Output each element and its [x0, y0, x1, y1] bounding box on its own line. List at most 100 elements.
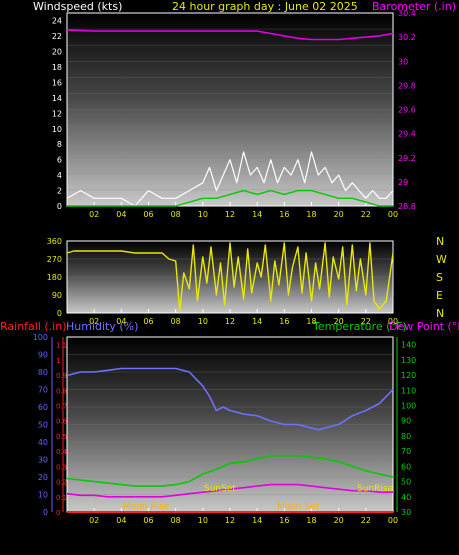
humidity-axis-label: Humidity (%) [66, 320, 138, 333]
moonrise-label: Moon Rise [123, 502, 170, 512]
x-tick-label: 06 [143, 210, 153, 219]
humidity-tick-label: 80 [38, 368, 48, 377]
wind-tick-label: 14 [52, 94, 62, 103]
compass-label: S [436, 271, 443, 284]
barometer-tick-label: 29.8 [398, 81, 416, 90]
temperature-tick-label: 90 [401, 417, 411, 426]
direction-tick-label: 270 [47, 255, 62, 264]
sunrise-label: SunRise [357, 484, 394, 494]
x-tick-label: 20 [334, 210, 344, 219]
chart-title: 24 hour graph day : June 02 2025 [172, 0, 358, 13]
wind-average-line [67, 189, 393, 207]
direction-tick-label: 180 [47, 273, 62, 282]
humidity-tick-label: 20 [38, 473, 48, 482]
x-tick-label: 02 [89, 516, 99, 525]
compass-label: W [436, 253, 447, 266]
humidity-line [66, 367, 394, 431]
x-tick-label: 02 [89, 317, 99, 326]
x-tick-label: 06 [143, 317, 153, 326]
x-tick-label: 02 [89, 210, 99, 219]
wind-gust-line [66, 151, 394, 207]
barometer-tick-label: 29.2 [398, 154, 416, 163]
compass-label: E [436, 289, 443, 302]
x-tick-label: 04 [116, 210, 126, 219]
wind-tick-label: 24 [52, 17, 62, 26]
temperature-tick-label: 60 [401, 462, 411, 471]
x-tick-label: 22 [361, 210, 371, 219]
x-tick-label: 04 [116, 516, 126, 525]
rain-tick-label: 0.2 [56, 479, 67, 487]
barometer-tick-label: 30.4 [398, 9, 416, 18]
x-tick-label: 16 [279, 317, 289, 326]
x-tick-label: 16 [279, 516, 289, 525]
rain-tick-label: 0.9 [56, 372, 67, 380]
direction-tick-label: 360 [47, 237, 62, 246]
barometer-tick-label: 29.4 [398, 130, 416, 139]
humidity-tick-label: 30 [38, 456, 48, 465]
barometer-tick-label: 30 [398, 57, 408, 66]
x-tick-label: 14 [252, 516, 262, 525]
dewpoint-axis-label: Dew Point (°F) [389, 320, 459, 333]
rain-tick-label: 0.6 [56, 418, 68, 426]
wind-tick-label: 12 [52, 109, 62, 118]
humidity-tick-label: 10 [38, 491, 48, 500]
sunset-label: SunSet [204, 484, 236, 494]
rain-tick-label: 0.5 [56, 433, 67, 441]
wind-tick-label: 10 [52, 125, 62, 134]
x-tick-label: 10 [198, 516, 208, 525]
rain-tick-label: 1 [56, 357, 60, 365]
direction-tick-label: 90 [52, 291, 62, 300]
rain-tick-label: 0.3 [56, 463, 67, 471]
x-tick-label: 06 [143, 516, 153, 525]
humidity-tick-label: 70 [38, 386, 48, 395]
x-tick-label: 22 [361, 317, 371, 326]
compass-label: N [436, 235, 444, 248]
x-tick-label: 04 [116, 317, 126, 326]
x-tick-label: 20 [334, 317, 344, 326]
humidity-tick-label: 40 [38, 438, 48, 447]
wind-tick-label: 16 [52, 78, 62, 87]
wind-tick-label: 6 [57, 156, 62, 165]
wind-tick-label: 22 [52, 32, 62, 41]
humidity-tick-label: 60 [38, 403, 48, 412]
x-tick-label: 10 [198, 317, 208, 326]
x-tick-label: 18 [306, 210, 316, 219]
humidity-tick-label: 90 [38, 351, 48, 360]
temperature-tick-label: 50 [401, 478, 411, 487]
wind-tick-label: 4 [57, 171, 62, 180]
rain-tick-label: 0.1 [56, 494, 67, 502]
x-tick-label: 18 [306, 317, 316, 326]
barometer-tick-label: 28.8 [398, 202, 416, 211]
rain-tick-label: 0.7 [56, 402, 67, 410]
dewpoint-line [66, 483, 393, 498]
wind-tick-label: 18 [52, 63, 62, 72]
x-tick-label: 18 [306, 516, 316, 525]
rain-tick-label: 0.4 [56, 448, 68, 456]
rain-tick-label: 1.1 [56, 342, 67, 350]
x-tick-label: 20 [334, 516, 344, 525]
temperature-tick-label: 140 [401, 341, 416, 350]
wind-tick-label: 2 [57, 187, 62, 196]
x-tick-label: 08 [171, 317, 181, 326]
wind-tick-label: 8 [57, 140, 62, 149]
humidity-tick-label: 50 [38, 421, 48, 430]
x-tick-label: 14 [252, 210, 262, 219]
x-tick-label: 12 [225, 317, 235, 326]
wind-tick-label: 20 [52, 48, 62, 57]
humidity-tick-label: 100 [33, 333, 48, 342]
wind-axis-label: Windspeed (kts) [33, 0, 122, 13]
temperature-line [66, 454, 394, 487]
temperature-tick-label: 70 [401, 447, 411, 456]
x-tick-label: 14 [252, 317, 262, 326]
barometer-tick-label: 29 [398, 178, 408, 187]
humidity-tick-label: 0 [43, 508, 48, 517]
temperature-tick-label: 80 [401, 432, 411, 441]
x-tick-label: 08 [171, 210, 181, 219]
temperature-tick-label: 120 [401, 371, 416, 380]
x-tick-label: 08 [171, 516, 181, 525]
rain-tick-label: 0 [56, 509, 60, 517]
rain-tick-label: 0.8 [56, 387, 67, 395]
barometer-tick-label: 30.2 [398, 33, 416, 42]
wind-tick-label: 0 [57, 202, 62, 211]
